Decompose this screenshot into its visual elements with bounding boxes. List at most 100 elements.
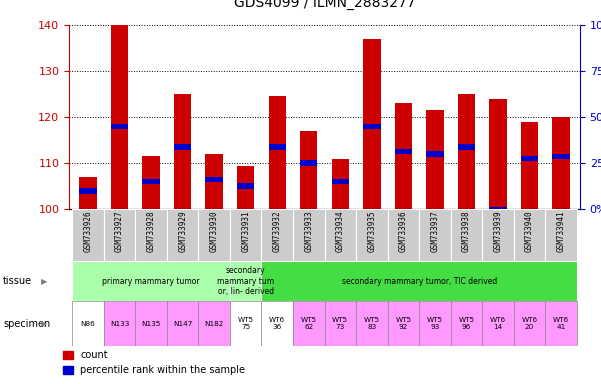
Bar <box>104 301 135 346</box>
Bar <box>426 110 444 209</box>
Bar <box>72 209 104 261</box>
Bar <box>79 177 97 209</box>
Text: GSM733927: GSM733927 <box>115 211 124 252</box>
Bar <box>395 103 412 209</box>
Bar <box>142 179 160 184</box>
Bar <box>206 177 223 182</box>
Bar <box>458 144 475 150</box>
Legend: count, percentile rank within the sample: count, percentile rank within the sample <box>59 346 249 379</box>
Bar <box>451 209 482 261</box>
Text: N133: N133 <box>110 321 129 326</box>
Bar <box>363 124 380 129</box>
Bar <box>489 99 507 209</box>
Bar <box>545 209 577 261</box>
Text: GSM733929: GSM733929 <box>178 211 187 252</box>
Bar <box>521 156 538 161</box>
Text: ▶: ▶ <box>41 277 47 286</box>
Bar <box>269 144 286 150</box>
Bar <box>230 301 261 346</box>
Text: GSM733931: GSM733931 <box>241 211 250 252</box>
Bar <box>206 154 223 209</box>
Bar <box>261 209 293 261</box>
Text: WT5
92: WT5 92 <box>395 317 412 330</box>
Bar <box>111 25 128 209</box>
Bar <box>363 39 380 209</box>
Text: GSM733941: GSM733941 <box>557 211 566 252</box>
Bar <box>135 209 167 261</box>
Bar <box>167 301 198 346</box>
Bar <box>356 209 388 261</box>
Text: primary mammary tumor: primary mammary tumor <box>102 277 200 286</box>
Text: GDS4099 / ILMN_2883277: GDS4099 / ILMN_2883277 <box>234 0 415 10</box>
Bar <box>269 96 286 209</box>
Bar <box>72 301 104 346</box>
Bar <box>419 301 451 346</box>
Text: GSM733934: GSM733934 <box>336 211 345 252</box>
Text: WT6
41: WT6 41 <box>553 317 569 330</box>
Bar <box>332 179 349 184</box>
Bar <box>489 207 507 212</box>
Bar <box>521 122 538 209</box>
Text: GSM733940: GSM733940 <box>525 211 534 252</box>
Bar <box>261 261 577 301</box>
Bar <box>419 209 451 261</box>
Bar <box>552 117 570 209</box>
Text: specimen: specimen <box>3 318 50 329</box>
Text: WT6
20: WT6 20 <box>522 317 537 330</box>
Bar <box>174 144 191 150</box>
Bar <box>79 188 97 194</box>
Bar <box>388 301 419 346</box>
Bar <box>395 149 412 154</box>
Bar <box>237 184 254 189</box>
Bar <box>261 301 293 346</box>
Text: N147: N147 <box>173 321 192 326</box>
Bar <box>230 209 261 261</box>
Text: GSM733930: GSM733930 <box>210 211 219 252</box>
Bar <box>72 261 230 301</box>
Bar <box>458 94 475 209</box>
Bar <box>167 209 198 261</box>
Text: WT6
36: WT6 36 <box>269 317 285 330</box>
Text: WT6
14: WT6 14 <box>490 317 506 330</box>
Text: secondary mammary tumor, TIC derived: secondary mammary tumor, TIC derived <box>341 277 497 286</box>
Bar <box>198 209 230 261</box>
Bar <box>356 301 388 346</box>
Text: tissue: tissue <box>3 276 32 286</box>
Bar <box>325 209 356 261</box>
Text: WT5
73: WT5 73 <box>332 317 349 330</box>
Text: GSM733932: GSM733932 <box>273 211 282 252</box>
Bar <box>111 124 128 129</box>
Bar <box>230 261 261 301</box>
Text: WT5
96: WT5 96 <box>459 317 475 330</box>
Text: WT5
93: WT5 93 <box>427 317 443 330</box>
Text: GSM733937: GSM733937 <box>430 211 439 252</box>
Bar <box>482 209 514 261</box>
Bar <box>552 154 570 159</box>
Text: GSM733933: GSM733933 <box>304 211 313 252</box>
Bar <box>388 209 419 261</box>
Bar <box>104 209 135 261</box>
Bar <box>545 301 577 346</box>
Bar <box>451 301 482 346</box>
Bar <box>198 301 230 346</box>
Bar <box>332 159 349 209</box>
Bar <box>514 209 545 261</box>
Bar <box>293 301 325 346</box>
Bar <box>293 209 325 261</box>
Text: secondary
mammary tum
or, lin- derived: secondary mammary tum or, lin- derived <box>217 266 274 296</box>
Bar <box>300 131 317 209</box>
Text: WT5
75: WT5 75 <box>237 317 254 330</box>
Bar <box>325 301 356 346</box>
Text: GSM733939: GSM733939 <box>493 211 502 252</box>
Text: N86: N86 <box>81 321 96 326</box>
Bar <box>174 94 191 209</box>
Text: N135: N135 <box>141 321 161 326</box>
Bar <box>135 301 167 346</box>
Bar <box>300 161 317 166</box>
Bar <box>142 156 160 209</box>
Text: WT5
62: WT5 62 <box>300 317 317 330</box>
Bar <box>482 301 514 346</box>
Text: GSM733926: GSM733926 <box>84 211 93 252</box>
Text: WT5
83: WT5 83 <box>364 317 380 330</box>
Bar <box>237 166 254 209</box>
